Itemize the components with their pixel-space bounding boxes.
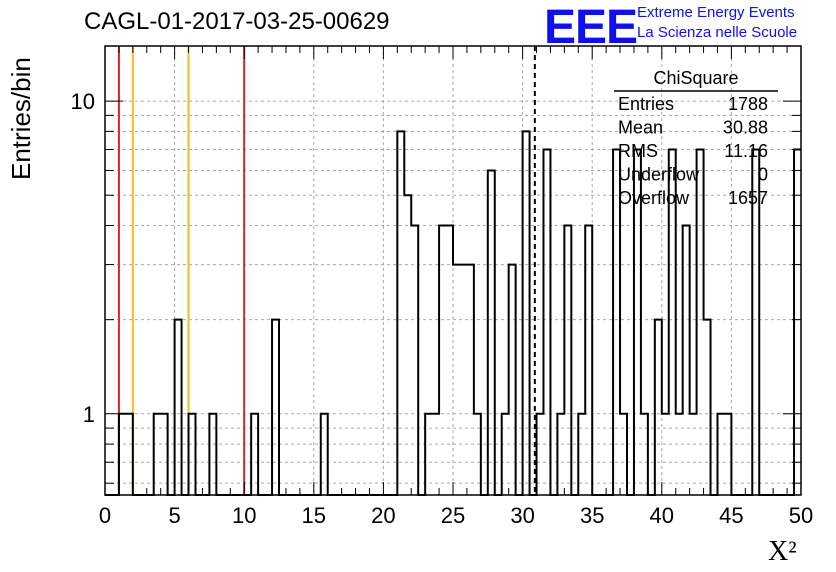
stats-label: Overflow: [618, 188, 690, 208]
x-tick-label: 5: [168, 503, 180, 528]
stats-value: 0: [758, 165, 768, 185]
histogram-bin: [655, 320, 662, 495]
histogram-bin: [704, 320, 711, 495]
histogram-bin: [439, 226, 446, 495]
stats-label: Underflow: [618, 165, 700, 185]
histogram-bin: [411, 226, 418, 495]
y-tick-label: 10: [71, 89, 95, 114]
x-tick-label: 45: [719, 503, 743, 528]
x-tick-label: 20: [371, 503, 395, 528]
histogram-bin: [397, 131, 404, 495]
logo-line-1: Extreme Energy Events: [637, 4, 795, 21]
logo-line-2: La Scienza nelle Scuole: [637, 24, 798, 41]
histogram-bin: [683, 226, 690, 495]
stats-title: ChiSquare: [653, 68, 738, 88]
stats-value: 11.16: [724, 141, 768, 161]
x-tick-label: 15: [302, 503, 326, 528]
histogram-bin: [523, 131, 530, 495]
x-tick-label: 30: [510, 503, 534, 528]
histogram-bin: [488, 170, 495, 495]
chart-title: CAGL-01-2017-03-25-00629: [84, 8, 390, 35]
eee-logo: EEE: [544, 1, 638, 54]
stats-value: 30.88: [723, 118, 768, 138]
histogram-bin: [794, 150, 801, 495]
histogram-bin: [697, 150, 704, 495]
histogram-bin: [175, 320, 182, 495]
histogram-bin: [453, 265, 460, 495]
stats-value: 1657: [728, 188, 768, 208]
histogram-bin: [509, 265, 516, 495]
x-tick-label: 40: [650, 503, 674, 528]
x-tick-label: 35: [580, 503, 604, 528]
x-axis-label: X²: [768, 536, 797, 567]
x-tick-label: 10: [232, 503, 256, 528]
histogram-bin: [543, 150, 550, 495]
histogram-bin: [272, 320, 279, 495]
stats-label: RMS: [618, 141, 658, 161]
histogram-bin: [467, 265, 474, 495]
stats-label: Entries: [618, 94, 674, 114]
histogram-bin: [460, 265, 467, 495]
stats-value: 1788: [728, 94, 768, 114]
y-tick-label: 1: [83, 402, 95, 427]
histogram-bin: [585, 226, 592, 495]
x-tick-label: 50: [789, 503, 813, 528]
histogram-bin: [404, 195, 411, 495]
stats-label: Mean: [618, 118, 663, 138]
histogram-bin: [446, 226, 453, 495]
x-tick-label: 25: [441, 503, 465, 528]
histogram-bin: [564, 226, 571, 495]
x-tick-label: 0: [99, 503, 111, 528]
